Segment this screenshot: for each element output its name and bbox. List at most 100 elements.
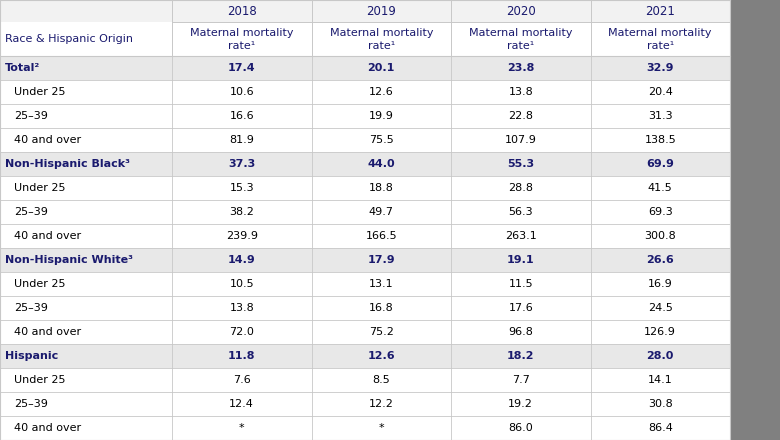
Text: 16.9: 16.9 [648,279,672,289]
Text: 17.6: 17.6 [509,303,533,313]
Text: 239.9: 239.9 [225,231,257,241]
Bar [0,152,730,176]
Text: 28.8: 28.8 [509,183,534,193]
Text: Non-Hispanic White³: Non-Hispanic White³ [5,255,133,265]
Bar [0,248,730,272]
Text: 56.3: 56.3 [509,207,533,217]
Text: 126.9: 126.9 [644,327,676,337]
Bar [0,176,730,200]
Text: Maternal mortality
rate¹: Maternal mortality rate¹ [190,28,293,51]
Text: 14.1: 14.1 [648,375,672,385]
Text: 72.0: 72.0 [229,327,254,337]
Text: 19.9: 19.9 [369,111,394,121]
Bar [0,392,730,416]
Bar [0,296,730,320]
Text: 2020: 2020 [506,5,536,18]
Text: 16.8: 16.8 [369,303,394,313]
Text: Under 25: Under 25 [14,279,66,289]
Text: 300.8: 300.8 [644,231,676,241]
Text: 55.3: 55.3 [507,159,534,169]
Text: 69.9: 69.9 [647,159,674,169]
Text: 25–39: 25–39 [14,399,48,409]
Bar [0,416,730,440]
Text: 20.4: 20.4 [648,87,672,97]
Text: 7.6: 7.6 [233,375,250,385]
Text: 11.8: 11.8 [228,351,256,361]
Text: 37.3: 37.3 [228,159,255,169]
Text: 18.2: 18.2 [507,351,534,361]
Text: Maternal mortality
rate¹: Maternal mortality rate¹ [608,28,712,51]
Text: 8.5: 8.5 [372,375,390,385]
Text: 40 and over: 40 and over [14,327,81,337]
Text: 18.8: 18.8 [369,183,394,193]
Text: 138.5: 138.5 [644,135,676,145]
Text: 19.1: 19.1 [507,255,534,265]
Bar [0,344,730,368]
Text: 49.7: 49.7 [369,207,394,217]
Text: 25–39: 25–39 [14,207,48,217]
Text: 2019: 2019 [367,5,396,18]
Text: Race & Hispanic Origin: Race & Hispanic Origin [5,34,133,44]
Text: 25–39: 25–39 [14,111,48,121]
Text: 19.2: 19.2 [509,399,534,409]
Text: Maternal mortality
rate¹: Maternal mortality rate¹ [469,28,573,51]
Text: 31.3: 31.3 [648,111,672,121]
Text: Under 25: Under 25 [14,87,66,97]
Text: 17.9: 17.9 [367,255,395,265]
Bar [0,80,730,104]
Text: 69.3: 69.3 [648,207,672,217]
Text: 2021: 2021 [645,5,675,18]
Text: 81.9: 81.9 [229,135,254,145]
Text: 22.8: 22.8 [509,111,534,121]
Bar [0,272,730,296]
Text: 75.2: 75.2 [369,327,394,337]
Text: 12.6: 12.6 [367,351,395,361]
Text: 12.4: 12.4 [229,399,254,409]
Text: 10.5: 10.5 [229,279,254,289]
Text: Hispanic: Hispanic [5,351,58,361]
Text: 25–39: 25–39 [14,303,48,313]
Text: 38.2: 38.2 [229,207,254,217]
Bar [0,104,730,128]
Text: 40 and over: 40 and over [14,423,81,433]
Text: 41.5: 41.5 [648,183,672,193]
Text: 16.6: 16.6 [229,111,254,121]
Bar [0,320,730,344]
Text: 40 and over: 40 and over [14,231,81,241]
Text: Under 25: Under 25 [14,375,66,385]
Bar [0,22,730,56]
Bar [0,128,730,152]
Text: 12.6: 12.6 [369,87,394,97]
Text: 13.1: 13.1 [369,279,394,289]
Text: 13.8: 13.8 [229,303,254,313]
Text: 44.0: 44.0 [367,159,395,169]
Text: 75.5: 75.5 [369,135,394,145]
Text: Non-Hispanic Black³: Non-Hispanic Black³ [5,159,130,169]
Text: 15.3: 15.3 [229,183,254,193]
Bar [0,56,730,80]
Text: 14.9: 14.9 [228,255,256,265]
Text: 13.8: 13.8 [509,87,533,97]
Bar [0,0,730,22]
Bar [0,368,730,392]
Text: 86.4: 86.4 [648,423,672,433]
Text: 32.9: 32.9 [647,63,674,73]
Text: 30.8: 30.8 [648,399,672,409]
Text: 166.5: 166.5 [366,231,397,241]
Bar [0,224,730,248]
Text: Under 25: Under 25 [14,183,66,193]
Text: 24.5: 24.5 [648,303,672,313]
Text: *: * [378,423,384,433]
Text: 96.8: 96.8 [509,327,534,337]
Text: 263.1: 263.1 [505,231,537,241]
Text: 2018: 2018 [227,5,257,18]
Text: 20.1: 20.1 [367,63,395,73]
Text: 86.0: 86.0 [509,423,533,433]
Text: 17.4: 17.4 [228,63,256,73]
Text: 23.8: 23.8 [507,63,534,73]
Text: 11.5: 11.5 [509,279,533,289]
Text: Maternal mortality
rate¹: Maternal mortality rate¹ [329,28,433,51]
Text: 7.7: 7.7 [512,375,530,385]
Text: 28.0: 28.0 [647,351,674,361]
Text: *: * [239,423,245,433]
